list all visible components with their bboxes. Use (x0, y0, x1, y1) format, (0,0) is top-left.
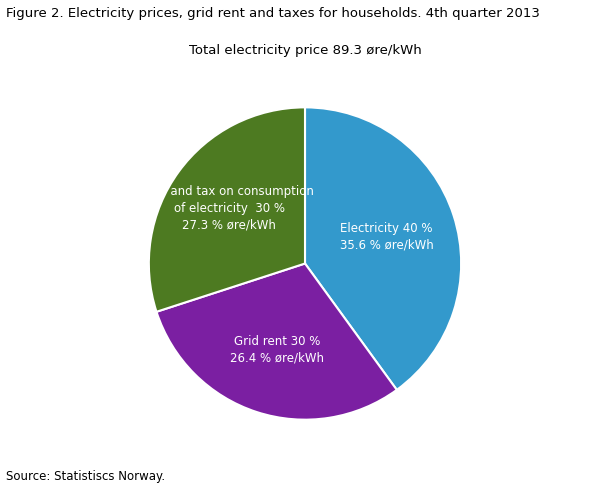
Wedge shape (157, 264, 396, 420)
Text: VAT and tax on consumption
of electricity  30 %
27.3 % øre/kWh: VAT and tax on consumption of electricit… (145, 185, 314, 232)
Wedge shape (149, 107, 305, 312)
Text: Total electricity price 89.3 øre/kWh: Total electricity price 89.3 øre/kWh (188, 44, 422, 57)
Text: Figure 2. Electricity prices, grid rent and taxes for households. 4th quarter 20: Figure 2. Electricity prices, grid rent … (6, 7, 540, 20)
Text: Electricity 40 %
35.6 % øre/kWh: Electricity 40 % 35.6 % øre/kWh (340, 222, 434, 252)
Text: Source: Statistiscs Norway.: Source: Statistiscs Norway. (6, 470, 165, 483)
Text: Grid rent 30 %
26.4 % øre/kWh: Grid rent 30 % 26.4 % øre/kWh (230, 335, 324, 365)
Wedge shape (305, 107, 461, 390)
